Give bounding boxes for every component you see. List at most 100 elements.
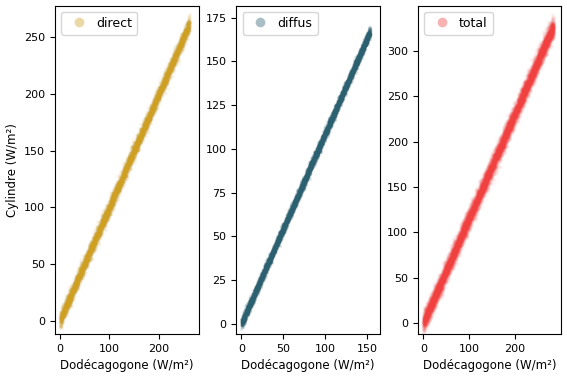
Point xyxy=(122,175,131,181)
Point xyxy=(148,110,157,116)
Point xyxy=(430,287,439,293)
Point xyxy=(466,207,475,213)
Point xyxy=(249,290,259,296)
Point xyxy=(539,56,548,62)
Point xyxy=(549,34,558,40)
Point xyxy=(253,290,262,296)
Point xyxy=(350,58,359,64)
Point xyxy=(146,112,155,118)
Point xyxy=(123,167,132,174)
Point xyxy=(96,231,105,237)
Point xyxy=(163,66,172,72)
Point xyxy=(170,53,179,59)
Point xyxy=(489,160,498,166)
Point xyxy=(158,81,167,87)
Point xyxy=(548,20,557,26)
Point xyxy=(316,142,325,148)
Point xyxy=(90,237,99,243)
Point xyxy=(276,232,285,239)
Point xyxy=(251,289,260,295)
Point xyxy=(352,59,361,65)
Point xyxy=(485,170,494,176)
Point xyxy=(543,38,552,44)
Point xyxy=(167,67,176,73)
Point xyxy=(269,246,278,253)
Point xyxy=(479,179,488,185)
Point xyxy=(284,213,293,219)
Point xyxy=(452,253,461,259)
Point xyxy=(471,206,480,212)
Point xyxy=(490,163,499,169)
Point xyxy=(82,257,91,263)
Point xyxy=(184,19,193,25)
Point xyxy=(146,106,155,112)
Point xyxy=(261,265,270,271)
Point xyxy=(420,322,429,328)
Point xyxy=(434,281,443,287)
Point xyxy=(86,248,95,254)
Point xyxy=(520,84,529,90)
Point xyxy=(321,130,331,136)
Point xyxy=(239,316,248,322)
Point xyxy=(434,292,443,298)
Point xyxy=(63,301,72,307)
Point xyxy=(349,65,358,71)
Point xyxy=(314,148,323,154)
Point xyxy=(357,47,366,53)
Point xyxy=(58,317,67,323)
Point xyxy=(544,30,553,36)
Point xyxy=(248,290,257,296)
Point xyxy=(324,119,333,125)
Point xyxy=(295,184,304,190)
Point xyxy=(419,314,428,320)
Point xyxy=(500,144,509,150)
Point xyxy=(348,69,357,75)
Point xyxy=(65,306,74,312)
Point xyxy=(319,131,328,137)
Point xyxy=(94,242,103,248)
Point xyxy=(240,303,249,309)
Point xyxy=(122,167,131,173)
Point xyxy=(529,71,538,77)
Point xyxy=(295,189,304,195)
Point xyxy=(242,309,251,315)
Point xyxy=(99,217,108,223)
Point xyxy=(425,305,434,311)
Point xyxy=(445,254,454,260)
Point xyxy=(122,177,131,183)
Point xyxy=(346,71,356,77)
Point xyxy=(306,168,315,174)
Point xyxy=(470,207,479,213)
Point xyxy=(111,194,120,200)
Point xyxy=(129,147,138,153)
Point xyxy=(468,200,477,206)
Point xyxy=(267,255,276,261)
Point xyxy=(443,279,452,285)
Point xyxy=(153,95,162,101)
Point xyxy=(345,72,354,78)
Point xyxy=(267,253,276,259)
Point xyxy=(129,136,138,142)
Point xyxy=(246,297,255,303)
Point xyxy=(510,107,519,113)
Point xyxy=(543,41,552,47)
Point xyxy=(315,142,324,148)
Point xyxy=(525,79,534,85)
Point xyxy=(172,49,181,55)
Point xyxy=(103,209,112,215)
Point xyxy=(139,126,149,132)
Point xyxy=(260,269,269,275)
Point xyxy=(333,98,342,104)
Point xyxy=(277,228,286,234)
Point xyxy=(466,213,475,219)
Point xyxy=(238,322,247,328)
Point xyxy=(299,174,308,180)
Point xyxy=(497,147,506,153)
Point xyxy=(504,128,513,134)
Point xyxy=(353,54,362,60)
Point xyxy=(338,90,348,96)
Point xyxy=(294,190,303,196)
Point xyxy=(423,309,432,315)
Point xyxy=(127,150,136,156)
Point xyxy=(431,296,441,302)
